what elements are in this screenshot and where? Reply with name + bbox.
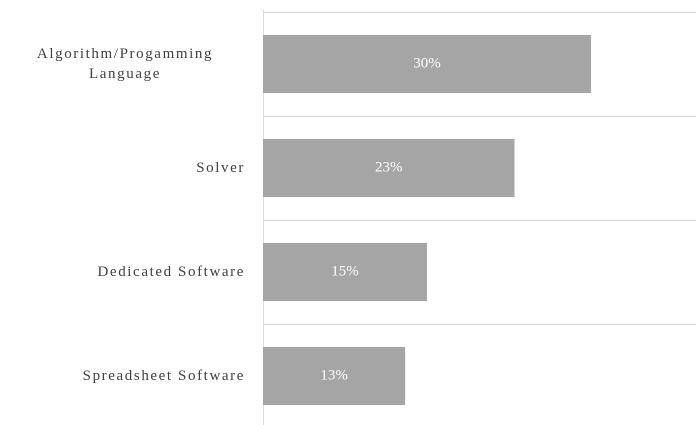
bar [263, 347, 406, 405]
category-label: Algorithm/Progamming Language [0, 44, 245, 84]
category-label: Spreadsheet Software [0, 366, 245, 386]
category-text: Algorithm/Progamming Language [36, 46, 214, 82]
category-text: Solver [196, 160, 245, 176]
value-label: 30% [413, 55, 441, 71]
category-label: Dedicated Software [0, 262, 245, 282]
category-text: Dedicated Software [97, 264, 245, 280]
category-label: Solver [0, 158, 245, 178]
bar [263, 243, 428, 301]
bar [263, 35, 592, 93]
bar [263, 139, 515, 197]
category-text: Spreadsheet Software [82, 368, 245, 384]
value-label: 23% [375, 159, 403, 175]
value-label: 13% [320, 367, 348, 383]
value-label: 15% [331, 263, 359, 279]
